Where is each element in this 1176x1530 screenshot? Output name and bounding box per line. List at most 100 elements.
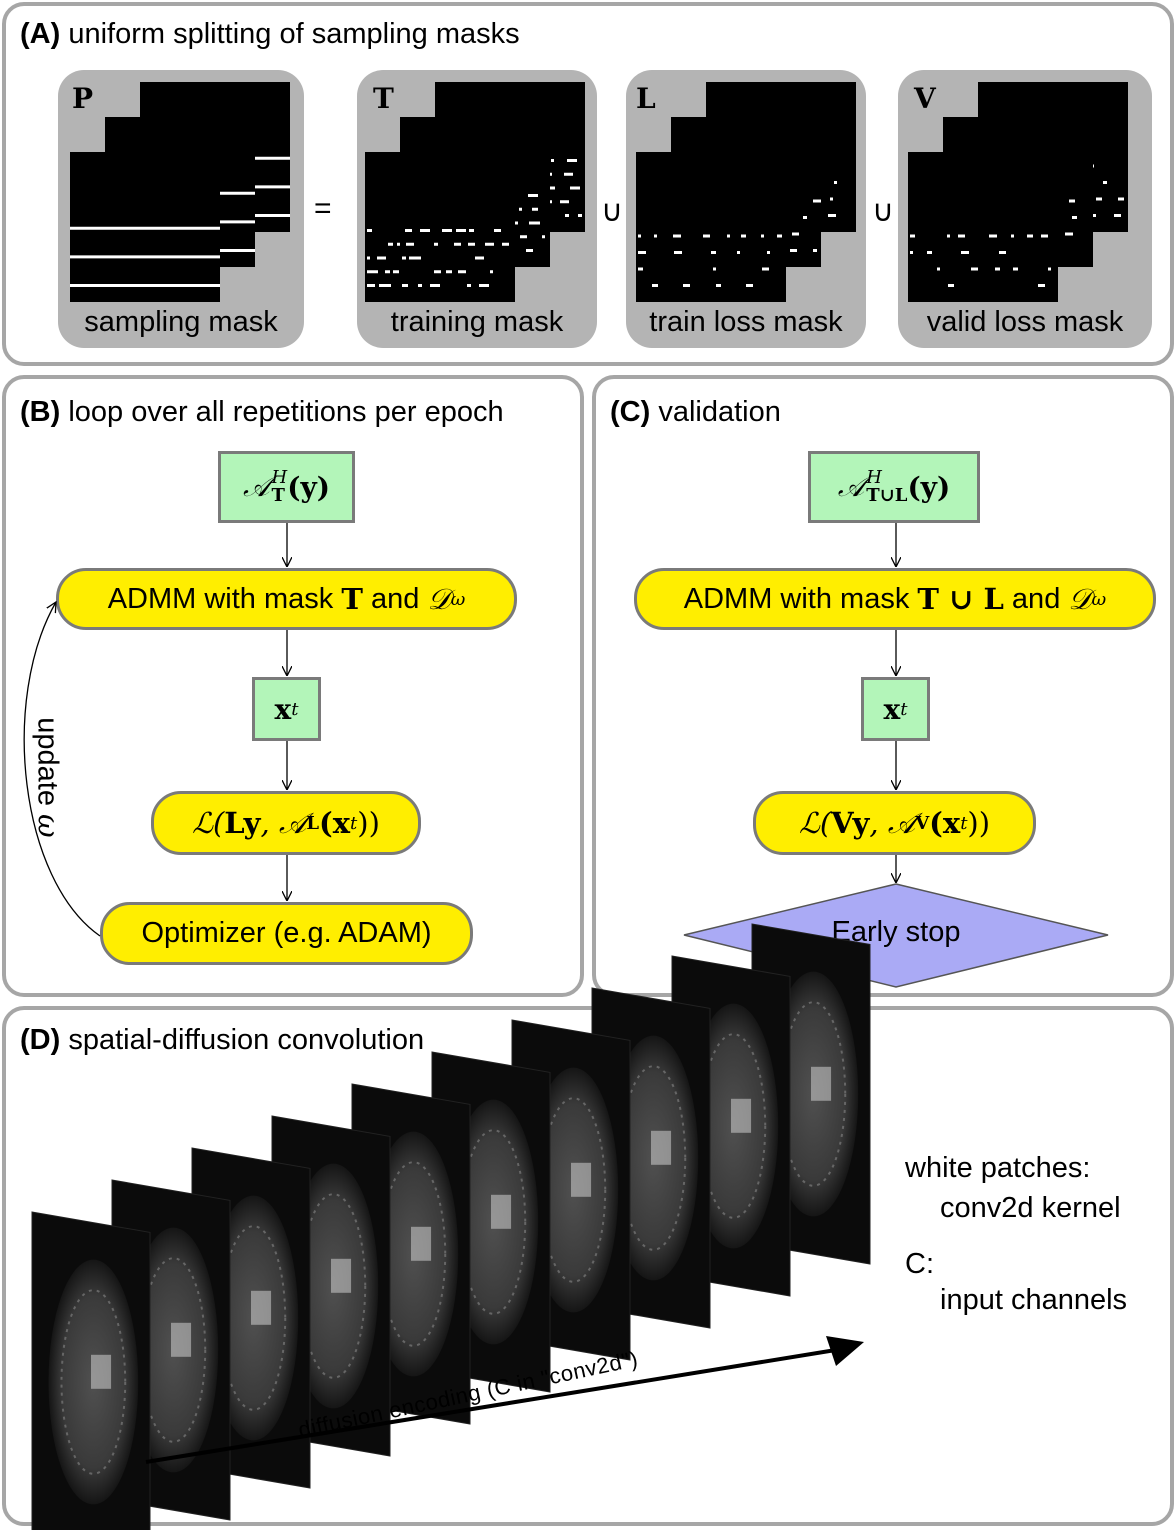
mask-train-loss-dash	[777, 234, 782, 238]
kernel-patch-3	[251, 1290, 272, 1325]
mask-train-loss-dash	[746, 284, 753, 287]
mask-training-dash	[560, 200, 569, 204]
mask-training-dash	[520, 235, 527, 239]
mask-train-loss-dash	[727, 234, 730, 238]
legend-c: C:	[905, 1248, 934, 1280]
panel-c-label: (C)	[610, 396, 651, 428]
mask-training-dash	[542, 235, 545, 239]
update-loop-arrow	[23, 602, 101, 937]
mask-train-loss-dash	[654, 234, 657, 238]
adjoint-tail: (y)	[287, 470, 330, 504]
adjoint-tail-c: (y)	[907, 470, 951, 504]
mask-training-dash	[502, 242, 509, 246]
admm-reg-b: 𝒟	[427, 581, 451, 616]
mask-training-dash	[494, 229, 501, 232]
mask-valid-loss-dash	[1069, 199, 1075, 203]
loss-box-b: ℒ(Ly, 𝒜 L (x t))	[151, 791, 421, 855]
mask-valid-loss-dash	[999, 251, 1006, 254]
adjoint-sup: H	[271, 467, 288, 488]
mask-training-dash	[467, 284, 471, 287]
mask-training-dash	[367, 229, 372, 232]
loss-d-b: (x	[319, 806, 351, 840]
optimizer-label: Optimizer (e.g. ADAM)	[141, 917, 432, 949]
mask-training-dash	[485, 242, 494, 246]
adjoint-sub: T	[271, 485, 285, 506]
flow-arrows	[23, 523, 1109, 988]
mask-training-dash	[475, 256, 484, 260]
kernel-patch-9	[731, 1098, 752, 1133]
panel-b-title: (B) loop over all repetitions per epoch	[20, 396, 504, 429]
mask-training-dash	[532, 207, 538, 211]
early-stop-diamond	[683, 883, 1109, 988]
mask-training-dash	[564, 172, 573, 176]
mask-training-dash	[420, 229, 430, 232]
mask-train-loss-dash	[830, 197, 833, 201]
panel-d-label: (D)	[20, 1024, 61, 1056]
mask-valid-loss-dash	[947, 234, 950, 238]
mask-valid-loss-dash	[1011, 234, 1014, 238]
loss-a-b: ℒ(	[192, 806, 225, 840]
kernel-patch-2	[171, 1322, 192, 1357]
admm-prefix-b: ADMM with mask	[107, 582, 342, 615]
mask-training-dash	[468, 242, 475, 246]
admm-reg-sub-c: ω	[1091, 588, 1107, 610]
mask-training-dash	[402, 284, 408, 287]
equals-operator: =	[314, 192, 332, 225]
mask-training-dash	[393, 270, 399, 274]
panel-a-title: (A) uniform splitting of sampling masks	[20, 18, 520, 51]
mask-train-loss-dash	[762, 267, 769, 271]
diffusion-axis-arrowhead	[826, 1336, 864, 1366]
mask-training-dash	[367, 256, 370, 260]
loss-sub1-b: L	[306, 812, 320, 834]
mask-training-dash	[405, 229, 412, 232]
optimizer-box: Optimizer (e.g. ADAM)	[100, 902, 473, 965]
mask-train-loss-dash	[834, 181, 837, 184]
union-operator-2: ∪	[872, 195, 894, 228]
panel-d-title: (D) spatial-diffusion convolution	[20, 1024, 424, 1057]
panel-a-title-text: uniform splitting of sampling masks	[68, 18, 520, 50]
mask-training-dash	[479, 284, 489, 287]
mask-caption-sampling: sampling mask	[84, 306, 278, 338]
brain-folds-4	[300, 1193, 367, 1379]
kernel-patch-8	[651, 1130, 672, 1165]
mask-valid-loss-dash	[1072, 216, 1077, 219]
legend-white-patches: white patches:	[905, 1152, 1091, 1184]
mask-valid-loss-dash	[961, 251, 969, 254]
mask-training-dash	[385, 270, 390, 274]
mask-valid-loss-dash	[1027, 234, 1033, 238]
mask-train-loss-dash	[638, 234, 641, 238]
mask-caption-valid-loss: valid loss mask	[926, 306, 1124, 338]
mask-valid-loss-dash	[1103, 181, 1107, 184]
mask-train-loss-dash	[652, 284, 658, 287]
mask-valid-loss-dash	[910, 251, 913, 254]
kernel-patch-7	[571, 1162, 592, 1197]
mask-train-loss-dash	[716, 284, 721, 287]
kernel-patch-4	[331, 1258, 352, 1293]
mask-caption-training: training mask	[390, 306, 564, 338]
mask-valid-loss-dash	[927, 251, 932, 254]
admm-reg-c: 𝒟	[1068, 581, 1092, 616]
legend-conv2d-kernel: conv2d kernel	[940, 1192, 1121, 1224]
panel-d-title-text: spatial-diffusion convolution	[68, 1024, 425, 1056]
mask-train-loss-dash	[713, 267, 716, 271]
brain-folds-1	[60, 1289, 127, 1475]
diffusion-axis-line	[145, 1346, 849, 1464]
mask-train-loss-dash	[790, 249, 797, 252]
mask-train-loss-dash	[674, 251, 682, 254]
mask-caption-train-loss: train loss mask	[649, 306, 843, 338]
mask-training-dash	[469, 229, 474, 232]
mask-valid-loss-dash	[1048, 267, 1051, 271]
mask-train-loss-dash	[813, 249, 817, 252]
mask-train-loss-dash	[711, 251, 716, 254]
loss-c-b: , 𝒜	[260, 805, 307, 840]
mask-training-dash	[397, 242, 400, 246]
panel-b-title-text: loop over all repetitions per epoch	[68, 396, 504, 428]
loss-e-c: ))	[967, 806, 991, 840]
mask-train-loss-dash	[803, 216, 807, 219]
mask-valid-loss-dash	[989, 234, 997, 238]
mask-train-loss-layer-2	[636, 152, 786, 302]
mask-training-dash	[529, 221, 540, 225]
admm-mask-b: T	[341, 582, 363, 616]
loss-box-c: ℒ(Vy, 𝒜 V (x t))	[753, 791, 1036, 855]
